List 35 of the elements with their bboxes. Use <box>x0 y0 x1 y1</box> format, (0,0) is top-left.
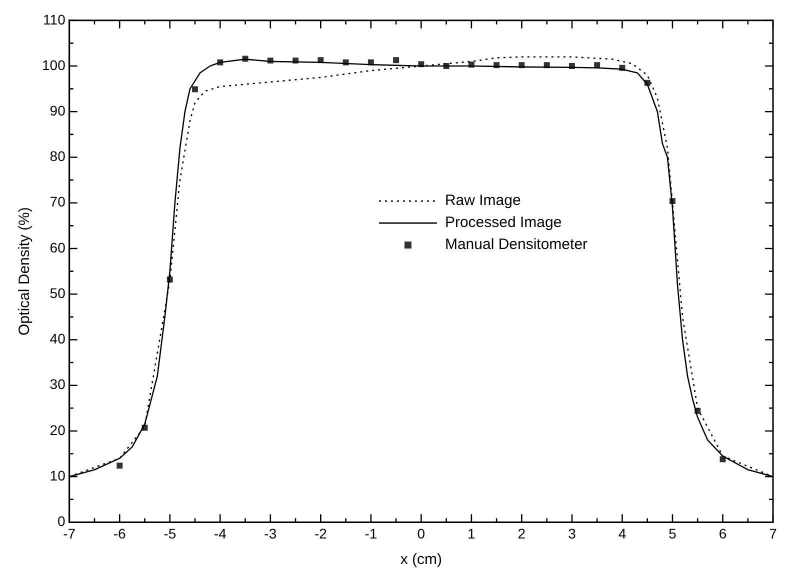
y-tick-label: 70 <box>50 194 66 210</box>
legend-label: Manual Densitometer <box>444 236 588 254</box>
x-tick-label: 2 <box>518 525 526 542</box>
y-tick-label: 100 <box>42 56 66 73</box>
legend-label: Processed Image <box>444 214 562 232</box>
y-tick-label: 50 <box>50 284 66 301</box>
x-tick-label: -1 <box>364 525 378 542</box>
y-tick-label: 30 <box>50 376 66 392</box>
y-tick-label: 40 <box>50 330 66 347</box>
x-tick-label: -2 <box>314 525 328 542</box>
y-tick-label: 110 <box>43 11 66 28</box>
x-axis-title: x (cm) <box>400 551 442 568</box>
y-tick-label: 60 <box>50 239 66 256</box>
point <box>192 86 198 92</box>
y-tick-label: 90 <box>50 102 66 118</box>
x-tick-label: 0 <box>417 525 426 542</box>
y-tick-label: 10 <box>50 467 66 484</box>
x-tick-label: 7 <box>769 525 778 542</box>
x-tick-label: 4 <box>618 525 626 542</box>
x-tick-label: 5 <box>668 525 677 542</box>
x-tick-label: 6 <box>718 525 727 542</box>
x-tick-label: 1 <box>468 525 476 542</box>
x-tick-label: -4 <box>214 525 227 542</box>
y-tick-label: 20 <box>50 422 66 438</box>
y-tick-label: 80 <box>50 148 66 164</box>
x-tick-label: 3 <box>568 525 576 542</box>
point <box>116 462 123 469</box>
y-tick-label: 0 <box>58 513 66 530</box>
point <box>393 57 400 64</box>
x-tick-label: -7 <box>63 525 76 542</box>
y-axis-title: Optical Density (%) <box>16 207 34 336</box>
x-tick-label: -5 <box>164 525 176 542</box>
x-tick-label: -6 <box>113 525 126 542</box>
legend-label: Raw Image <box>444 192 521 210</box>
x-tick-label: -3 <box>264 525 277 542</box>
